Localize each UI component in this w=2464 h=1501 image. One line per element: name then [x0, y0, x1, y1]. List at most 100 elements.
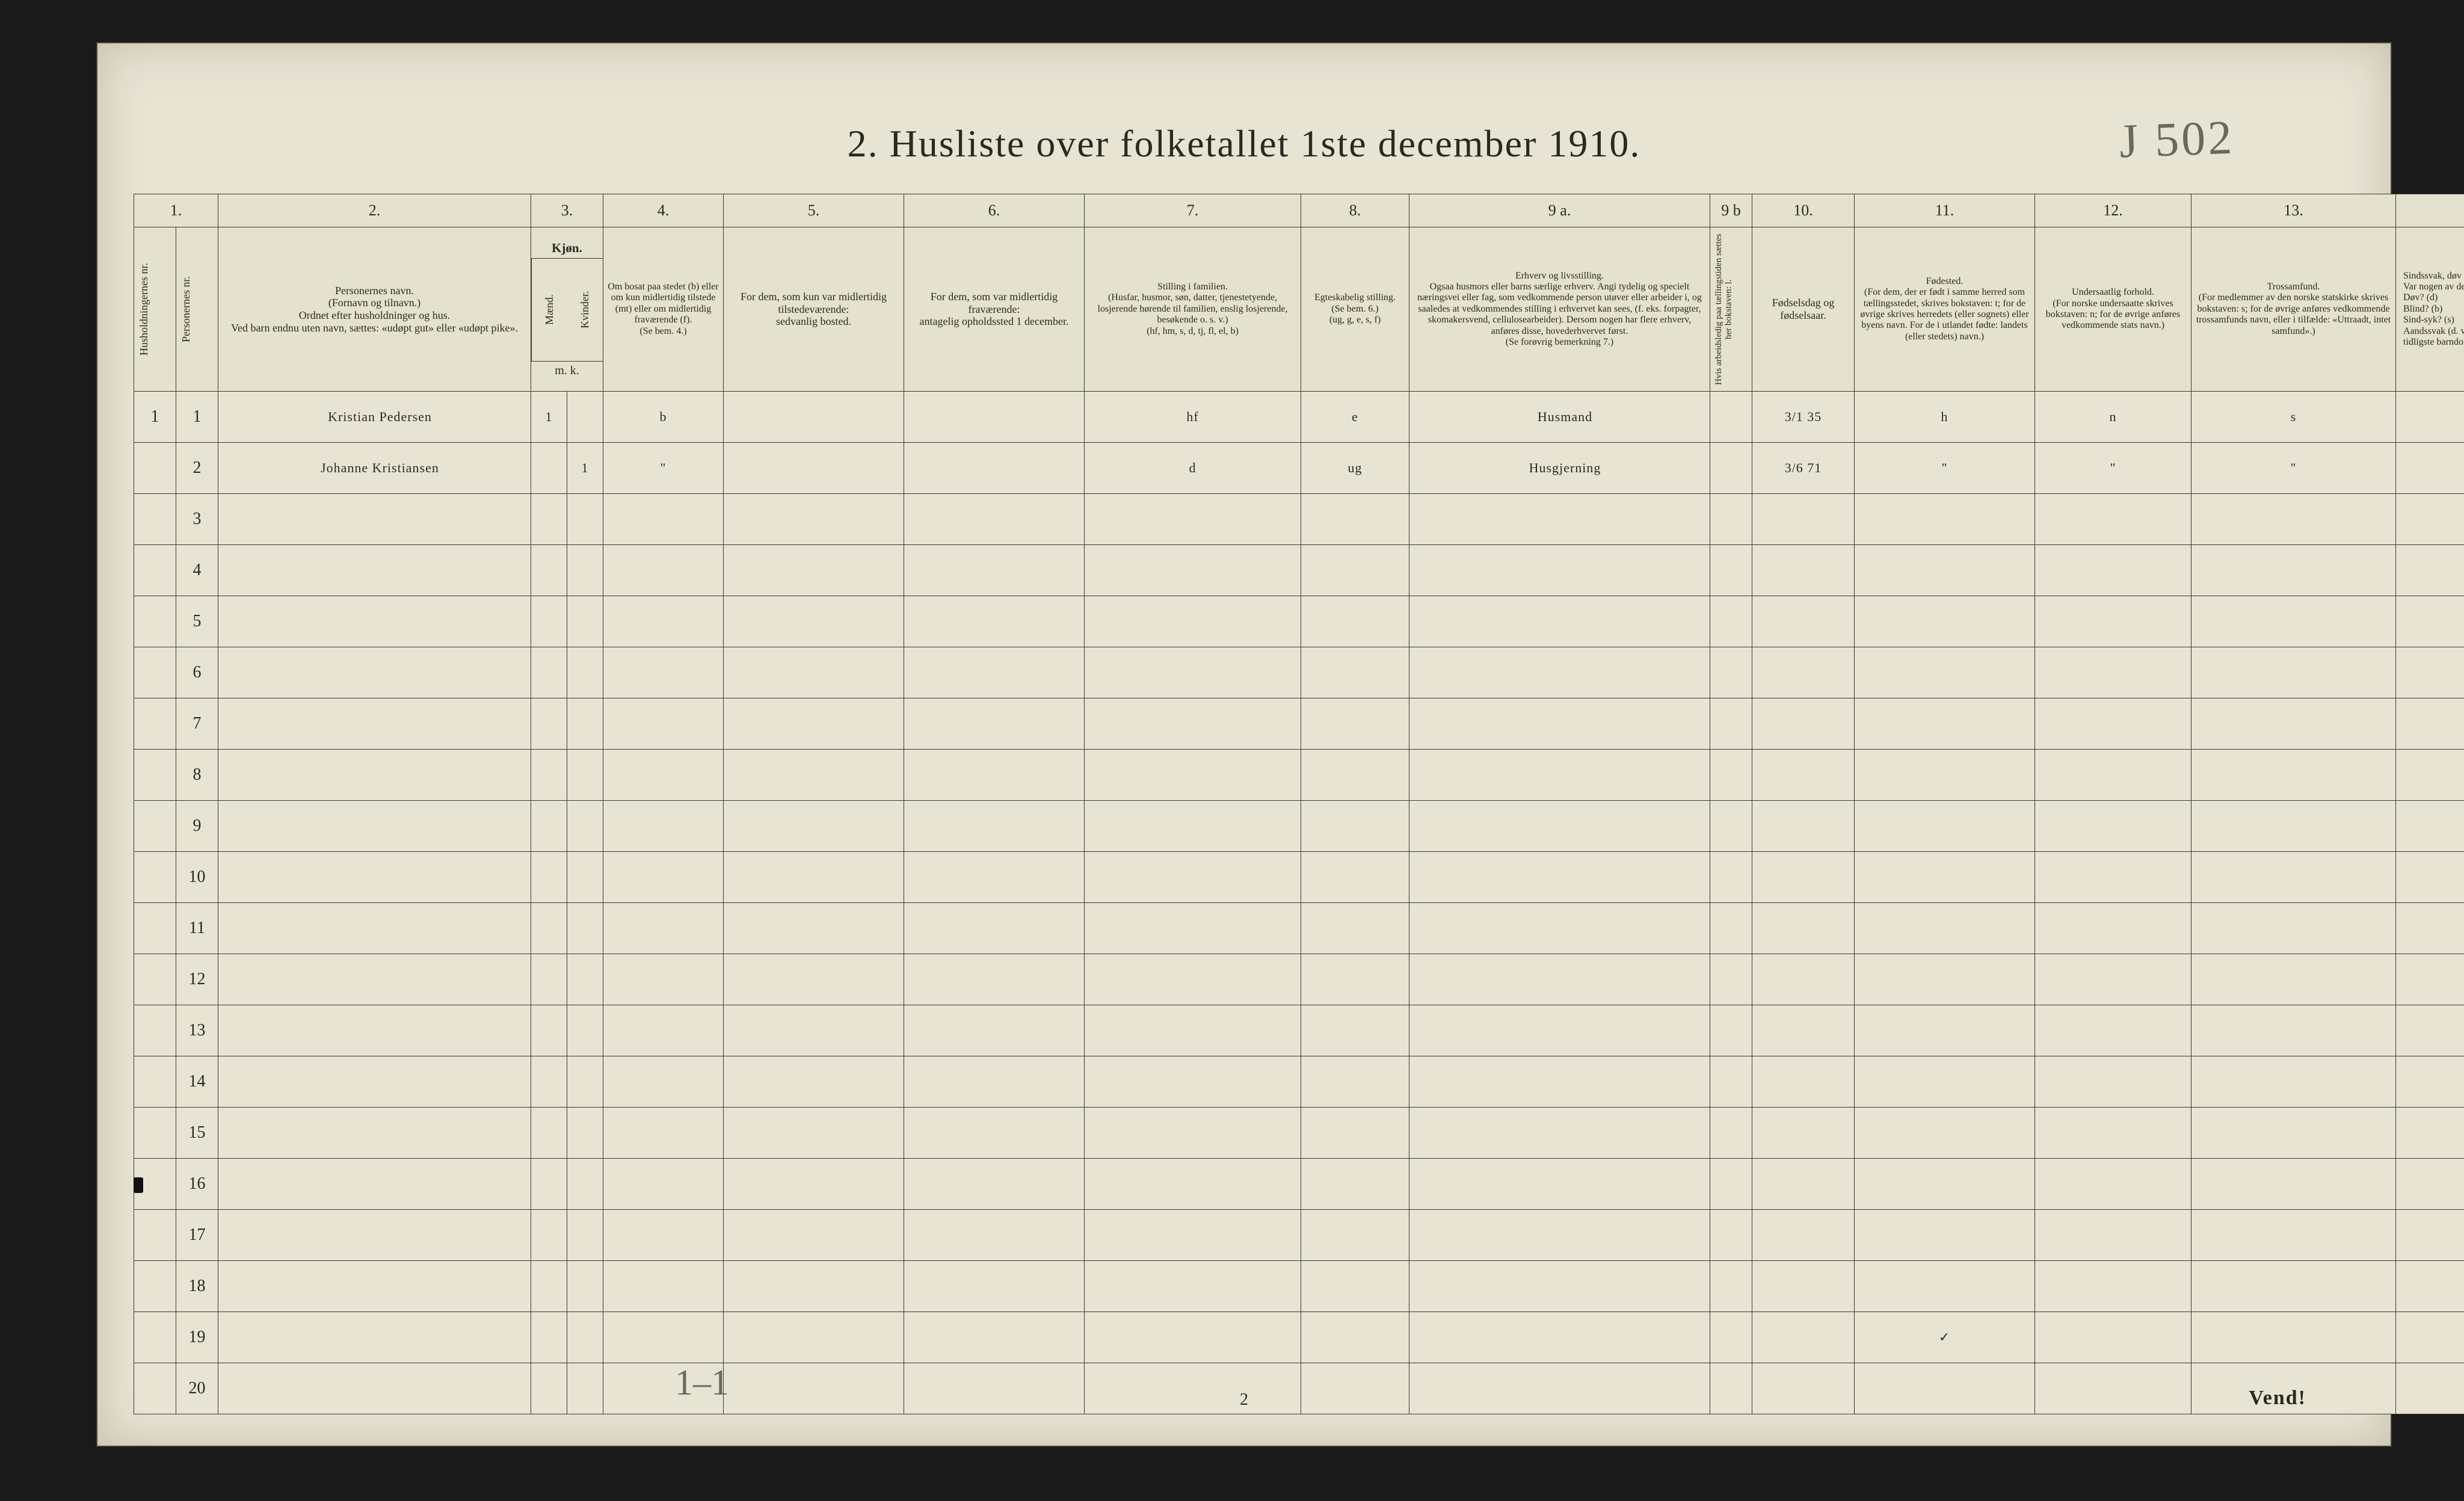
cell-sex-m [531, 750, 567, 801]
cell-name [218, 647, 531, 698]
table-row: 10 [134, 852, 2464, 903]
cell-residence [603, 801, 724, 852]
cell-birthplace [1855, 954, 2035, 1005]
cell-birthdate [1752, 801, 1855, 852]
cell-hh [134, 801, 176, 852]
colnum-8: 8. [1301, 194, 1409, 227]
cell-unemployed [1710, 494, 1752, 545]
cell-sex-k [567, 1210, 603, 1261]
cell-sex-m [531, 1005, 567, 1056]
cell-residence [603, 698, 724, 750]
cell-name [218, 801, 531, 852]
cell-family-position [1085, 698, 1301, 750]
cell-sex-m [531, 1210, 567, 1261]
cell-hh [134, 903, 176, 954]
cell-name [218, 903, 531, 954]
cell-sex-m [531, 1108, 567, 1159]
cell-name [218, 545, 531, 596]
cell-religion [2191, 954, 2396, 1005]
cell-birthplace [1855, 852, 2035, 903]
cell-name: Johanne Kristiansen [218, 443, 531, 494]
head-c13-text: Trossamfund. (For medlemmer av den norsk… [2195, 282, 2392, 337]
cell-occupation [1409, 1056, 1710, 1108]
colnum-5: 5. [724, 194, 904, 227]
cell-family-position [1085, 1108, 1301, 1159]
cell-residence [603, 1159, 724, 1210]
cell-birthdate [1752, 698, 1855, 750]
cell-person-nr: 8 [176, 750, 218, 801]
cell-family-position [1085, 1005, 1301, 1056]
cell-person-nr: 18 [176, 1261, 218, 1312]
cell-person-nr: 16 [176, 1159, 218, 1210]
cell-marital [1301, 1363, 1409, 1414]
cell-family-position [1085, 750, 1301, 801]
colnum-3: 3. [531, 194, 603, 227]
cell-person-nr: 5 [176, 596, 218, 647]
cell-marital [1301, 1261, 1409, 1312]
cell-family-position [1085, 494, 1301, 545]
cell-hh [134, 1056, 176, 1108]
cell-hh [134, 545, 176, 596]
cell-usual-place [724, 1312, 904, 1363]
cell-birthplace: " [1855, 443, 2035, 494]
cell-nationality [2035, 1108, 2191, 1159]
cell-hh [134, 1261, 176, 1312]
cell-disability [2396, 801, 2464, 852]
cell-sex-m [531, 545, 567, 596]
cell-unemployed [1710, 1261, 1752, 1312]
head-c14: Sindssvak, døv eller blind. Var nogen av… [2396, 227, 2464, 392]
cell-religion [2191, 1159, 2396, 1210]
cell-disability [2396, 1363, 2464, 1414]
cell-absent-place [904, 801, 1085, 852]
cell-occupation [1409, 903, 1710, 954]
cell-marital [1301, 1005, 1409, 1056]
cell-hh [134, 494, 176, 545]
cell-birthdate [1752, 1210, 1855, 1261]
cell-sex-m [531, 1363, 567, 1414]
cell-name [218, 1363, 531, 1414]
cell-unemployed [1710, 647, 1752, 698]
cell-sex-m [531, 1312, 567, 1363]
cell-nationality [2035, 1210, 2191, 1261]
cell-sex-k [567, 1363, 603, 1414]
cell-birthplace [1855, 596, 2035, 647]
cell-sex-m: 1 [531, 392, 567, 443]
head-c10-text: Fødselsdag og fødselsaar. [1756, 297, 1850, 321]
cell-absent-place [904, 954, 1085, 1005]
cell-religion [2191, 1005, 2396, 1056]
table-row: 19✓ [134, 1312, 2464, 1363]
footer-tally: 1–1 [675, 1362, 729, 1404]
cell-disability [2396, 545, 2464, 596]
cell-nationality [2035, 1005, 2191, 1056]
cell-sex-k [567, 596, 603, 647]
cell-name [218, 494, 531, 545]
cell-sex-m [531, 903, 567, 954]
cell-birthdate [1752, 596, 1855, 647]
cell-marital [1301, 1159, 1409, 1210]
cell-usual-place [724, 596, 904, 647]
cell-unemployed [1710, 1108, 1752, 1159]
cell-person-nr: 11 [176, 903, 218, 954]
cell-birthplace [1855, 494, 2035, 545]
cell-religion [2191, 852, 2396, 903]
cell-marital [1301, 903, 1409, 954]
cell-family-position [1085, 1363, 1301, 1414]
table-row: 2Johanne Kristiansen1"dugHusgjerning3/6 … [134, 443, 2464, 494]
cell-disability [2396, 903, 2464, 954]
table-body: 11Kristian Pedersen1bhfeHusmand3/1 35hns… [134, 392, 2464, 1414]
head-c11-text: Fødested. (For dem, der er født i samme … [1858, 276, 2031, 342]
cell-person-nr: 1 [176, 392, 218, 443]
cell-absent-place [904, 443, 1085, 494]
cell-family-position [1085, 596, 1301, 647]
cell-sex-k [567, 750, 603, 801]
cell-sex-k [567, 392, 603, 443]
cell-occupation [1409, 647, 1710, 698]
head-c7-text: Stilling i familien. (Husfar, husmor, sø… [1088, 282, 1297, 337]
cell-sex-k [567, 801, 603, 852]
cell-usual-place [724, 647, 904, 698]
table-row: 15 [134, 1108, 2464, 1159]
cell-person-nr: 19 [176, 1312, 218, 1363]
cell-residence [603, 1056, 724, 1108]
cell-disability [2396, 750, 2464, 801]
cell-occupation: Husgjerning [1409, 443, 1710, 494]
